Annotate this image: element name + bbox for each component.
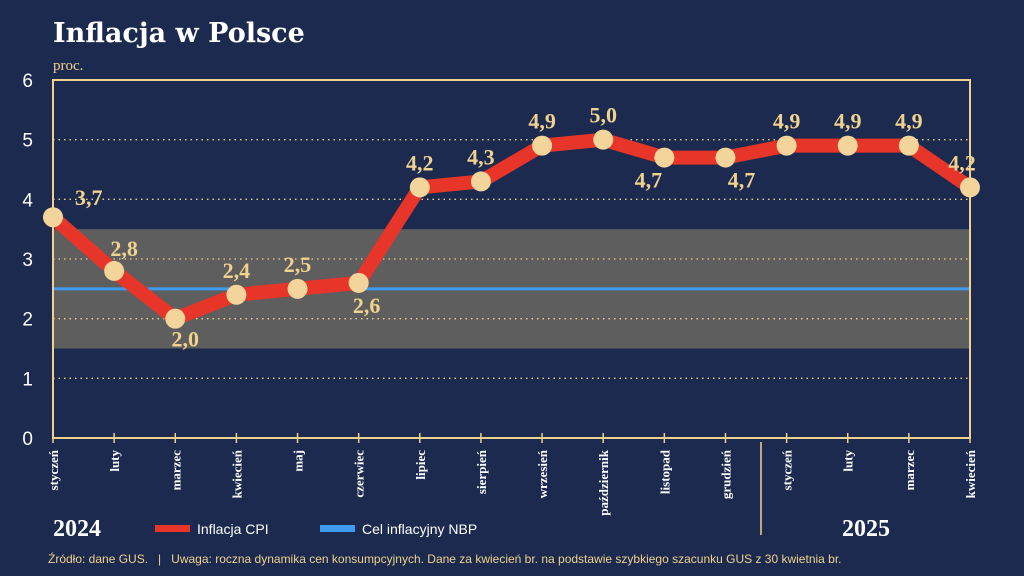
data-label: 2,4 — [223, 258, 251, 283]
data-label: 2,8 — [110, 236, 138, 261]
x-tick-label: listopad — [657, 449, 672, 494]
x-tick-label: grudzień — [718, 449, 733, 499]
data-label: 5,0 — [589, 103, 617, 128]
x-tick-label: kwiecień — [229, 449, 244, 498]
data-label: 4,9 — [834, 109, 862, 134]
cpi-point — [470, 171, 491, 192]
cpi-point — [532, 135, 553, 156]
x-tick-label: czerwiec — [352, 450, 367, 498]
data-label: 4,9 — [773, 109, 801, 134]
data-label: 3,7 — [75, 185, 103, 210]
x-tick-label: lipiec — [413, 450, 428, 480]
cpi-point — [837, 135, 858, 156]
plot-frame — [52, 79, 971, 439]
data-label: 4,7 — [728, 168, 756, 193]
x-tick-label: kwiecień — [963, 449, 978, 498]
cpi-point — [43, 207, 63, 228]
legend-label-nbp: Cel inflacyjny NBP — [362, 521, 477, 537]
legend-swatch-cpi — [155, 525, 190, 532]
cpi-point — [409, 177, 430, 198]
data-label: 2,0 — [172, 327, 200, 352]
x-tick-label: maj — [291, 450, 306, 472]
year-label-2024: 2024 — [53, 516, 101, 542]
data-label: 4,9 — [528, 109, 556, 134]
cpi-point — [776, 135, 797, 156]
cpi-point — [104, 260, 125, 281]
y-tick-label: 0 — [22, 429, 33, 450]
y-tick-label: 2 — [22, 310, 33, 331]
y-tick-label: 3 — [22, 250, 33, 271]
data-label: 4,2 — [406, 150, 434, 175]
y-tick-label: 6 — [22, 71, 33, 92]
y-axis-unit: proc. — [53, 58, 83, 74]
data-label: 4,9 — [895, 109, 923, 134]
x-tick-label: luty — [107, 450, 122, 472]
cpi-point — [654, 147, 675, 168]
x-tick-label: styczeń — [780, 449, 795, 490]
cpi-point — [348, 272, 369, 293]
data-label: 4,2 — [948, 150, 976, 175]
cpi-point — [960, 177, 980, 198]
x-tick-label: marzec — [168, 450, 183, 491]
cpi-point — [287, 278, 308, 299]
x-tick-label: styczeń — [46, 449, 61, 490]
cpi-line — [48, 132, 974, 326]
chart-title: Inflacja w Polsce — [53, 18, 305, 49]
data-label: 4,7 — [635, 168, 663, 193]
y-tick-label: 5 — [22, 131, 33, 152]
legend-label-cpi: Inflacja CPI — [197, 521, 269, 537]
data-label: 2,5 — [284, 252, 312, 277]
x-tick-label: wrzesień — [535, 449, 550, 498]
cpi-point — [226, 284, 247, 305]
cpi-point — [898, 135, 919, 156]
x-tick-label: luty — [841, 450, 856, 472]
x-tick-label: październik — [596, 449, 611, 515]
cpi-point — [165, 308, 186, 329]
year-label-2025: 2025 — [842, 516, 890, 542]
data-label: 4,3 — [467, 144, 495, 169]
data-label: 2,6 — [353, 293, 381, 318]
x-tick-label: marzec — [902, 450, 917, 491]
cpi-point — [593, 129, 614, 150]
footer-note: Źródło: dane GUS. | Uwaga: roczna dynami… — [48, 551, 842, 566]
y-tick-label: 1 — [22, 369, 33, 390]
y-tick-label: 4 — [22, 190, 33, 211]
cpi-point — [715, 147, 736, 168]
legend-swatch-nbp — [320, 525, 355, 532]
x-tick-label: sierpień — [474, 449, 489, 494]
